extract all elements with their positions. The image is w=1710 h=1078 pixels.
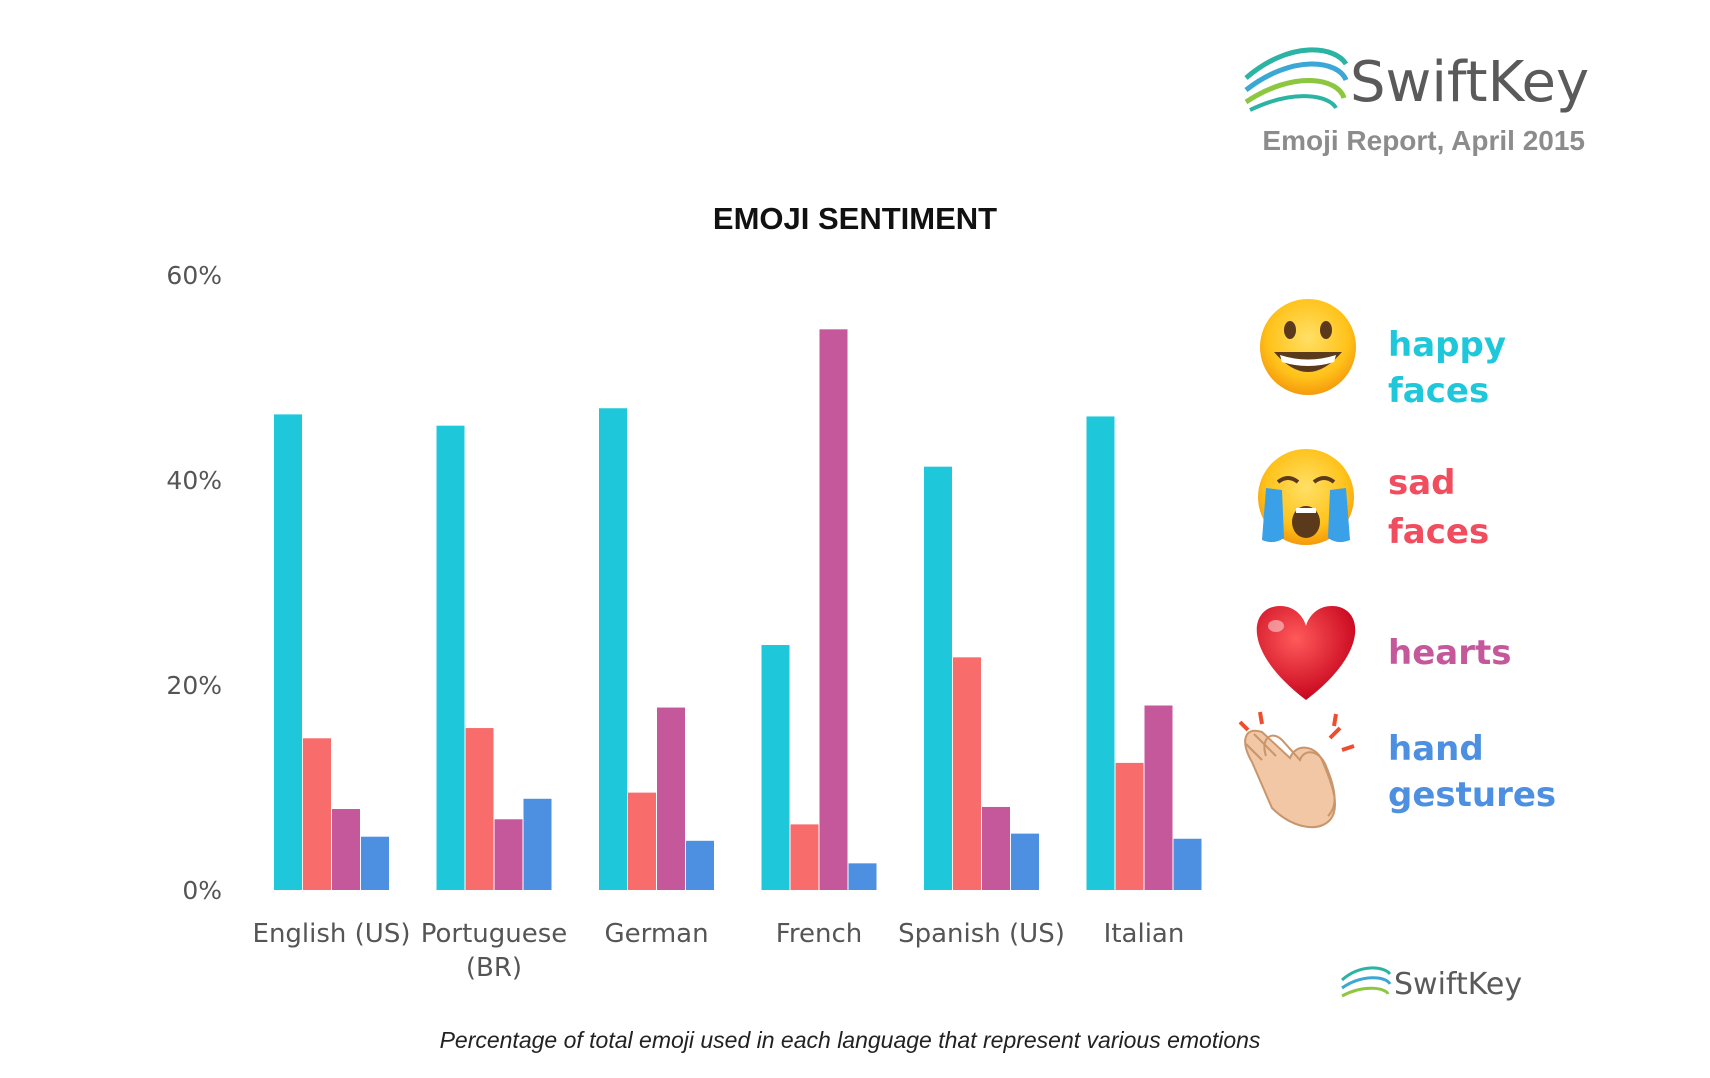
- report-subtitle: Emoji Report, April 2015: [1262, 125, 1585, 156]
- swiftkey-footer-brand: SwiftKey: [1394, 967, 1522, 1002]
- bar-hand-gestures: [1173, 838, 1202, 890]
- bar-happy-faces: [761, 645, 790, 890]
- bar-sad-faces: [1115, 762, 1144, 890]
- bar-happy-faces: [1086, 416, 1115, 890]
- swiftkey-swoosh-icon: [1244, 47, 1349, 112]
- bar-hearts: [494, 819, 523, 890]
- bar-hearts: [982, 806, 1010, 890]
- bar-hearts: [819, 329, 848, 890]
- x-tick-label: Spanish (US): [898, 919, 1065, 949]
- bar-happy-faces: [924, 466, 952, 890]
- bar-hand-gestures: [1011, 833, 1039, 890]
- chart-title: EMOJI SENTIMENT: [713, 201, 997, 236]
- bar-sad-faces: [953, 657, 981, 890]
- y-tick-label: 0%: [182, 876, 222, 905]
- legend: happy faces sad faces hearts hand gestur…: [1238, 299, 1556, 829]
- y-tick-label: 40%: [166, 466, 222, 495]
- x-tick-label: English (US): [253, 919, 411, 949]
- bar-hearts: [657, 707, 685, 890]
- x-tick-label: German: [604, 919, 708, 949]
- heart-icon: [1256, 606, 1356, 700]
- legend-hands-line2: gestures: [1388, 775, 1556, 815]
- y-axis: 0% 20% 40% 60%: [166, 261, 222, 905]
- bar-hearts: [332, 809, 360, 890]
- x-tick-label: French: [776, 919, 862, 949]
- swiftkey-brand-name: SwiftKey: [1350, 50, 1589, 115]
- x-tick-label: Italian: [1104, 919, 1185, 949]
- x-axis: English (US) Portuguese (BR) German French Sp…: [253, 919, 1185, 983]
- legend-hands-line1: hand: [1388, 729, 1484, 769]
- bars-group: [274, 329, 1202, 890]
- swiftkey-footer-logo: SwiftKey: [1341, 966, 1522, 1002]
- bar-happy-faces: [274, 414, 302, 890]
- clapping-hands-icon: [1238, 711, 1355, 829]
- bar-sad-faces: [303, 738, 331, 890]
- legend-happy-line1: happy: [1388, 325, 1506, 365]
- bar-sad-faces: [790, 824, 819, 890]
- chart-caption: Percentage of total emoji used in each l…: [440, 1027, 1261, 1053]
- bar-hand-gestures: [848, 863, 877, 890]
- legend-hearts-line1: hearts: [1388, 633, 1511, 673]
- y-tick-label: 20%: [166, 671, 222, 700]
- bar-hearts: [1144, 705, 1173, 890]
- bar-hand-gestures: [523, 798, 552, 890]
- x-tick-label: (BR): [466, 953, 522, 983]
- swiftkey-swoosh-icon: [1341, 966, 1392, 998]
- legend-sad-line2: faces: [1388, 512, 1489, 552]
- grinning-face-icon: [1260, 299, 1356, 395]
- x-tick-label: Portuguese: [421, 919, 568, 949]
- bar-happy-faces: [436, 425, 465, 890]
- y-tick-label: 60%: [166, 261, 222, 290]
- bar-sad-faces: [465, 728, 494, 890]
- legend-happy-line2: faces: [1388, 371, 1489, 411]
- swiftkey-header-logo: SwiftKey Emoji Report, April 2015: [1244, 47, 1589, 156]
- crying-face-icon: [1258, 449, 1354, 545]
- legend-sad-line1: sad: [1388, 463, 1456, 503]
- bar-hand-gestures: [686, 840, 714, 890]
- bar-hand-gestures: [361, 836, 389, 890]
- bar-sad-faces: [628, 792, 656, 890]
- bar-happy-faces: [599, 408, 627, 890]
